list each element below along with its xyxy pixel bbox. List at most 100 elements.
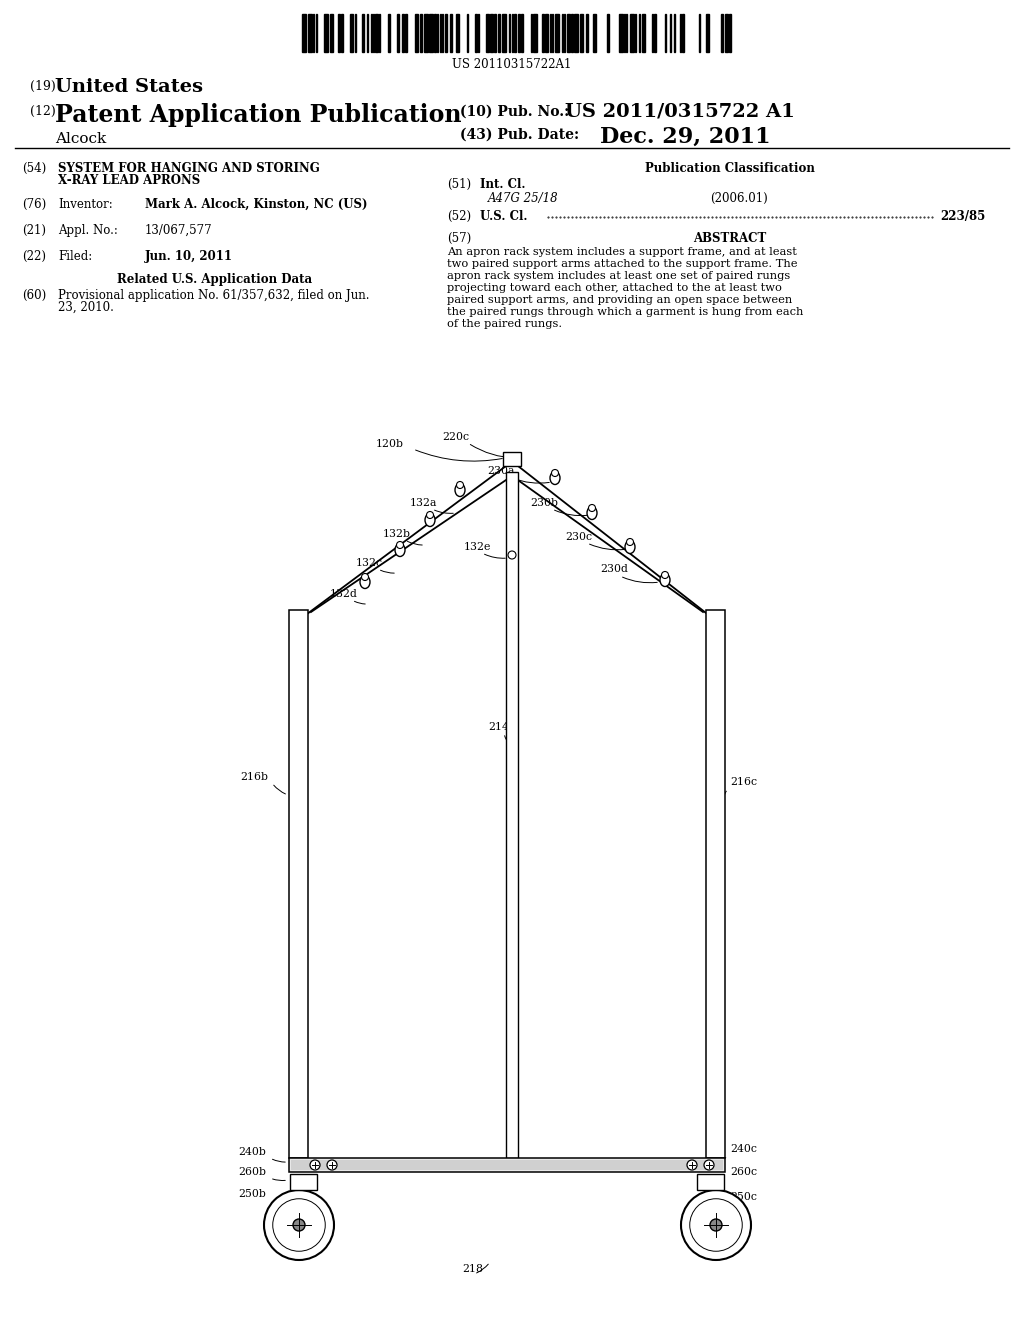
Text: two paired support arms attached to the support frame. The: two paired support arms attached to the … bbox=[447, 259, 798, 269]
Bar bbox=[607, 15, 609, 51]
Text: US 2011/0315722 A1: US 2011/0315722 A1 bbox=[565, 103, 795, 121]
Text: 216c: 216c bbox=[730, 777, 757, 787]
Bar bbox=[330, 15, 333, 51]
Text: 216b: 216b bbox=[240, 772, 268, 781]
Text: (57): (57) bbox=[447, 232, 471, 246]
Bar bbox=[580, 15, 583, 51]
Bar bbox=[406, 15, 407, 51]
Circle shape bbox=[457, 482, 464, 488]
Text: 240b: 240b bbox=[238, 1147, 266, 1158]
Text: Mark A. Alcock, Kinston, NC (US): Mark A. Alcock, Kinston, NC (US) bbox=[145, 198, 368, 211]
Bar bbox=[434, 15, 436, 51]
Ellipse shape bbox=[272, 1199, 326, 1251]
Bar bbox=[289, 610, 308, 1158]
Ellipse shape bbox=[550, 471, 560, 484]
Bar bbox=[521, 15, 523, 51]
Text: A47G 25/18: A47G 25/18 bbox=[488, 191, 559, 205]
Text: of the paired rungs.: of the paired rungs. bbox=[447, 319, 562, 329]
Text: United States: United States bbox=[55, 78, 203, 96]
Bar bbox=[308, 15, 312, 51]
Text: Provisional application No. 61/357,632, filed on Jun.: Provisional application No. 61/357,632, … bbox=[58, 289, 370, 302]
Circle shape bbox=[310, 1160, 319, 1170]
Bar bbox=[388, 15, 390, 51]
Text: 132b: 132b bbox=[383, 529, 411, 539]
Text: 132c: 132c bbox=[356, 558, 383, 568]
Text: 230a: 230a bbox=[487, 466, 514, 477]
Ellipse shape bbox=[660, 573, 670, 586]
Bar bbox=[397, 15, 399, 51]
Circle shape bbox=[293, 1218, 305, 1232]
Text: (19): (19) bbox=[30, 81, 55, 92]
Bar bbox=[450, 15, 452, 51]
Bar bbox=[586, 15, 588, 51]
Text: 214b: 214b bbox=[488, 722, 516, 733]
Circle shape bbox=[552, 470, 558, 477]
Bar bbox=[415, 15, 418, 51]
Text: 230b: 230b bbox=[530, 498, 558, 508]
Circle shape bbox=[710, 1218, 722, 1232]
Text: (54): (54) bbox=[22, 162, 46, 176]
Text: Filed:: Filed: bbox=[58, 249, 92, 263]
Text: SYSTEM FOR HANGING AND STORING: SYSTEM FOR HANGING AND STORING bbox=[58, 162, 319, 176]
Circle shape bbox=[396, 541, 403, 549]
Text: 250b: 250b bbox=[238, 1189, 266, 1199]
Bar bbox=[721, 15, 723, 51]
Text: the paired rungs through which a garment is hung from each: the paired rungs through which a garment… bbox=[447, 308, 804, 317]
Bar bbox=[725, 15, 728, 51]
Text: 240c: 240c bbox=[730, 1144, 757, 1154]
Text: 230c: 230c bbox=[565, 532, 592, 543]
Bar bbox=[642, 15, 645, 51]
Circle shape bbox=[662, 572, 669, 578]
Text: (52): (52) bbox=[447, 210, 471, 223]
Text: (21): (21) bbox=[22, 224, 46, 238]
Bar bbox=[475, 15, 477, 51]
Bar bbox=[654, 15, 656, 51]
Text: Dec. 29, 2011: Dec. 29, 2011 bbox=[600, 125, 771, 148]
Bar bbox=[456, 15, 459, 51]
Text: US 20110315722A1: US 20110315722A1 bbox=[453, 58, 571, 71]
Bar bbox=[618, 15, 623, 51]
Bar bbox=[682, 15, 684, 51]
Text: ABSTRACT: ABSTRACT bbox=[693, 232, 767, 246]
Circle shape bbox=[327, 1160, 337, 1170]
Text: 223/85: 223/85 bbox=[940, 210, 985, 223]
Text: 132d: 132d bbox=[330, 589, 357, 599]
Text: 120b: 120b bbox=[376, 440, 404, 449]
Bar bbox=[341, 15, 343, 51]
Circle shape bbox=[589, 504, 596, 511]
Text: Publication Classification: Publication Classification bbox=[645, 162, 815, 176]
Bar bbox=[506, 473, 518, 1158]
Text: U.S. Cl.: U.S. Cl. bbox=[480, 210, 527, 223]
Text: Int. Cl.: Int. Cl. bbox=[480, 178, 525, 191]
Bar bbox=[706, 610, 725, 1158]
Text: 260b: 260b bbox=[238, 1167, 266, 1177]
Bar bbox=[542, 15, 544, 51]
Text: apron rack system includes at least one set of paired rungs: apron rack system includes at least one … bbox=[447, 271, 791, 281]
Ellipse shape bbox=[587, 507, 597, 520]
Text: 230d: 230d bbox=[600, 564, 628, 574]
Circle shape bbox=[627, 539, 634, 545]
Bar bbox=[429, 15, 433, 51]
Bar bbox=[494, 15, 496, 51]
Ellipse shape bbox=[690, 1199, 742, 1251]
Text: (43) Pub. Date:: (43) Pub. Date: bbox=[460, 128, 580, 143]
Ellipse shape bbox=[395, 544, 406, 557]
Bar bbox=[697, 1173, 724, 1191]
Bar bbox=[514, 15, 516, 51]
Text: 260c: 260c bbox=[730, 1167, 757, 1177]
Text: 250c: 250c bbox=[730, 1192, 757, 1203]
Text: Patent Application Publication: Patent Application Publication bbox=[55, 103, 462, 127]
Bar bbox=[729, 15, 731, 51]
Circle shape bbox=[508, 550, 516, 558]
Text: 132a: 132a bbox=[410, 498, 437, 508]
Text: Jun. 10, 2011: Jun. 10, 2011 bbox=[145, 249, 233, 263]
Circle shape bbox=[705, 1160, 714, 1170]
Bar bbox=[567, 15, 570, 51]
Bar bbox=[289, 1158, 725, 1172]
Text: 132e: 132e bbox=[464, 543, 492, 552]
Bar bbox=[593, 15, 596, 51]
Text: 13/067,577: 13/067,577 bbox=[145, 224, 213, 238]
Ellipse shape bbox=[625, 540, 635, 553]
Ellipse shape bbox=[425, 513, 435, 527]
Text: (12): (12) bbox=[30, 106, 55, 117]
